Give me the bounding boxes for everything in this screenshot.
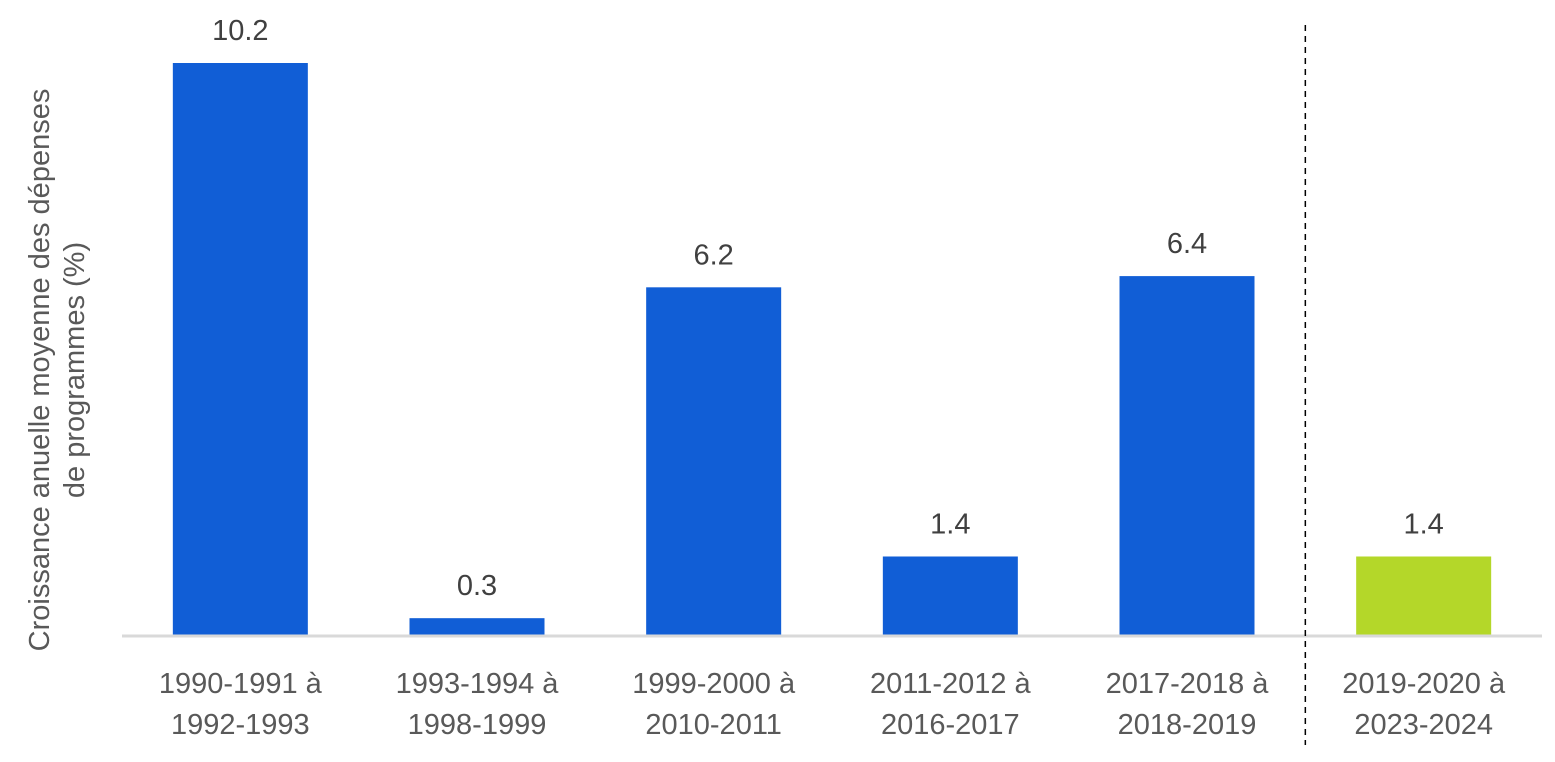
x-tick-label-1-line-2: 1992-1993: [171, 709, 310, 741]
x-tick-label-2-line-2: 1998-1999: [408, 709, 547, 741]
x-tick-label-6-line-2: 2023-2024: [1354, 709, 1493, 741]
value-label-5: 6.4: [1167, 228, 1207, 260]
x-tick-label-4-line-1: 2011-2012 à: [870, 668, 1032, 700]
y-axis-title-line-1: Croissance anuelle moyenne des dépenses: [24, 89, 56, 652]
x-tick-label-3-line-1: 1999-2000 à: [632, 668, 796, 700]
value-label-3: 6.2: [694, 239, 734, 271]
value-label-1: 10.2: [212, 15, 268, 47]
bar-6: [1356, 556, 1492, 635]
value-labels: 10.2 0.3 6.2 1.4 6.4 1.4: [212, 15, 1444, 602]
bars: [172, 63, 1492, 635]
y-axis-title: Croissance anuelle moyenne des dépenses d…: [24, 89, 91, 652]
x-tick-label-5-line-2: 2018-2019: [1118, 709, 1257, 741]
bar-2: [409, 618, 545, 635]
y-axis-title-line-2: de programmes (%): [59, 242, 91, 498]
x-tick-label-4-line-2: 2016-2017: [881, 709, 1020, 741]
x-tick-label-1-line-1: 1990-1991 à: [159, 668, 323, 700]
bar-3: [646, 287, 782, 635]
x-tick-label-2-line-1: 1993-1994 à: [396, 668, 560, 700]
value-label-4: 1.4: [930, 508, 970, 540]
bar-5: [1119, 276, 1255, 635]
x-tick-label-6-line-1: 2019-2020 à: [1342, 668, 1506, 700]
x-tick-label-3-line-2: 2010-2011: [645, 709, 782, 741]
bar-1: [172, 63, 308, 635]
x-tick-label-5-line-1: 2017-2018 à: [1106, 668, 1270, 700]
value-label-6: 1.4: [1404, 508, 1444, 540]
x-tick-labels: 1990-1991 à 1992-1993 1993-1994 à 1998-1999…: [159, 668, 1506, 741]
bar-4: [882, 556, 1018, 635]
value-label-2: 0.3: [457, 570, 497, 602]
